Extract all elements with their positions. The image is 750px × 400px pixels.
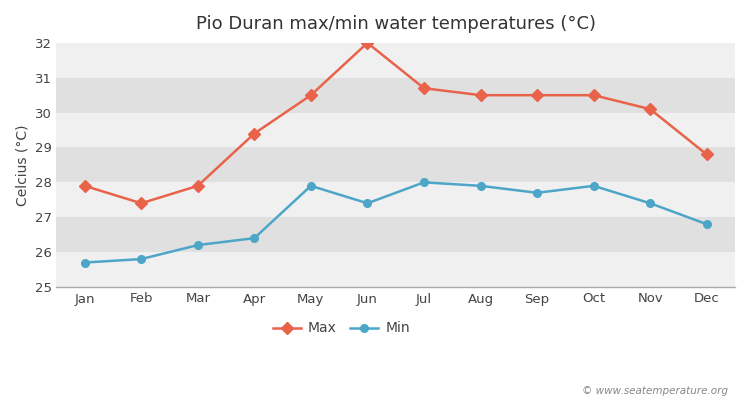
Bar bbox=[56, 78, 735, 113]
Max bbox=[532, 93, 542, 98]
Max bbox=[419, 86, 428, 91]
Min bbox=[532, 190, 542, 195]
Max bbox=[250, 131, 259, 136]
Bar bbox=[56, 113, 735, 148]
Bar bbox=[56, 252, 735, 287]
Min bbox=[250, 236, 259, 240]
Max bbox=[194, 184, 202, 188]
Line: Min: Min bbox=[81, 178, 710, 266]
Line: Max: Max bbox=[80, 39, 711, 208]
Min bbox=[307, 184, 316, 188]
Min bbox=[419, 180, 428, 185]
Min bbox=[363, 201, 372, 206]
Max bbox=[702, 152, 711, 157]
Legend: Max, Min: Max, Min bbox=[268, 316, 416, 341]
Bar bbox=[56, 217, 735, 252]
Y-axis label: Celcius (°C): Celcius (°C) bbox=[15, 124, 29, 206]
Max bbox=[590, 93, 598, 98]
Max bbox=[80, 184, 89, 188]
Max bbox=[646, 107, 655, 112]
Bar bbox=[56, 182, 735, 217]
Min bbox=[590, 184, 598, 188]
Text: © www.seatemperature.org: © www.seatemperature.org bbox=[581, 386, 728, 396]
Min bbox=[702, 222, 711, 226]
Title: Pio Duran max/min water temperatures (°C): Pio Duran max/min water temperatures (°C… bbox=[196, 15, 596, 33]
Max bbox=[363, 40, 372, 45]
Max bbox=[136, 201, 146, 206]
Bar bbox=[56, 43, 735, 78]
Max bbox=[476, 93, 485, 98]
Min bbox=[646, 201, 655, 206]
Bar bbox=[56, 148, 735, 182]
Max bbox=[307, 93, 316, 98]
Min bbox=[476, 184, 485, 188]
Min bbox=[136, 257, 146, 262]
Min bbox=[194, 243, 202, 248]
Min bbox=[80, 260, 89, 265]
